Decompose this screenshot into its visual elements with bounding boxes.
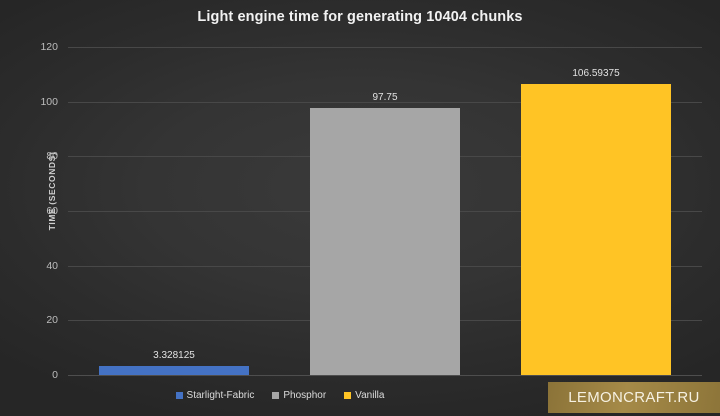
- gridline: [68, 47, 702, 48]
- legend-item[interactable]: Vanilla: [344, 390, 384, 401]
- legend-label: Vanilla: [355, 390, 385, 401]
- watermark: LEMONCRAFT.RU: [548, 382, 720, 413]
- bar-phosphor[interactable]: [310, 107, 460, 375]
- bar-starlight-fabric[interactable]: [99, 365, 249, 375]
- gridline: [68, 101, 702, 103]
- watermark-text: LEMONCRAFT.RU: [568, 389, 700, 406]
- y-axis-tick-label: 80: [46, 150, 58, 163]
- y-axis-tick-label: 60: [46, 205, 58, 217]
- legend-label: Phosphor: [283, 390, 327, 401]
- legend-label: Starlight-Fabric: [186, 390, 255, 401]
- y-axis-tick-label: 120: [40, 41, 58, 53]
- y-axis-tick-label: 0: [52, 369, 58, 381]
- y-axis-tick-label: 20: [46, 314, 58, 327]
- bar-vanilla[interactable]: [521, 83, 671, 375]
- bar-value-label: 3.328125: [153, 349, 195, 361]
- y-axis-tick-label: 40: [46, 259, 58, 272]
- chart-title: Light engine time for generating 10404 c…: [197, 9, 523, 25]
- plot-area: 3.328125 97.75 106.59375: [68, 47, 702, 376]
- legend-item[interactable]: Starlight-Fabric: [175, 390, 255, 401]
- bar-value-label: 106.59375: [572, 67, 620, 79]
- y-axis-tick-label: 100: [40, 95, 58, 108]
- legend-swatch-icon: [344, 392, 352, 399]
- legend-swatch-icon: [272, 392, 280, 399]
- legend-item[interactable]: Phosphor: [272, 390, 326, 401]
- chart-legend: Starlight-Fabric Phosphor Vanilla: [0, 390, 720, 401]
- y-axis-title: TIME (SECONDS): [47, 151, 57, 231]
- bar-value-label: 97.75: [372, 91, 398, 103]
- gridline: [68, 375, 702, 376]
- legend-swatch-icon: [175, 392, 183, 399]
